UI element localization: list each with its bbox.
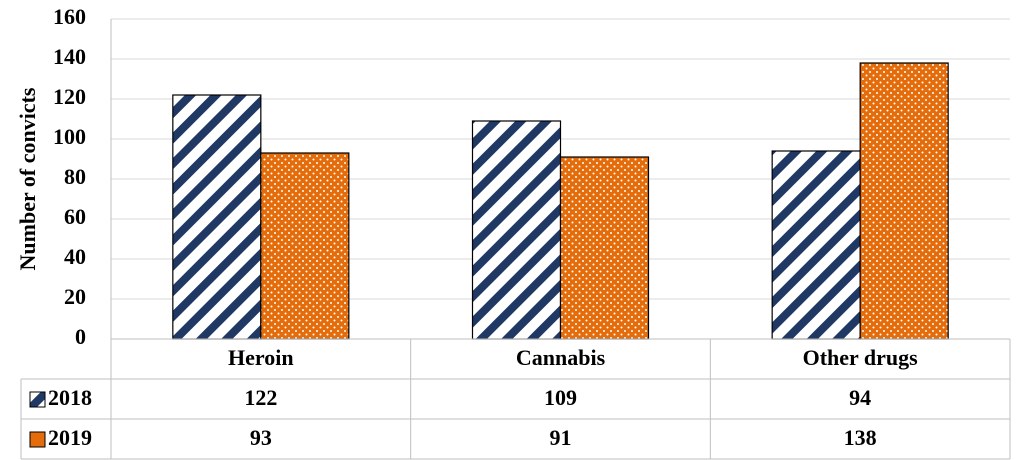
y-axis-label: Number of convicts (15, 87, 40, 270)
data-table-value: 109 (544, 385, 577, 410)
y-tick-label: 100 (53, 124, 86, 149)
bar-2018-cannabis (471, 120, 562, 340)
y-tick-label: 80 (64, 164, 86, 189)
legend-swatch-2018 (29, 391, 46, 408)
bar-2019-cannabis (559, 156, 650, 340)
bar-2019-other-drugs (859, 62, 949, 340)
y-tick-label: 60 (64, 204, 86, 229)
legend-series-label: 2019 (48, 425, 92, 450)
x-category-label: Heroin (228, 345, 294, 370)
legend-series-label: 2018 (48, 385, 92, 410)
data-table: Heroin Cannabis Other drugs 2018 122 109 94 201… (20, 338, 1011, 460)
y-tick-label: 40 (64, 244, 86, 269)
data-table-value: 93 (250, 425, 272, 450)
y-tick-label: 20 (64, 284, 86, 309)
y-axis-ticks: 0 20 40 60 80 100 120 140 160 (53, 4, 86, 349)
bar-2018-heroin (172, 94, 262, 340)
bars (172, 62, 949, 340)
y-tick-label: 0 (75, 324, 86, 349)
x-category-label: Cannabis (516, 345, 606, 370)
bar-2018-other-drugs (771, 150, 861, 340)
data-table-value: 91 (550, 425, 572, 450)
x-category-label: Other drugs (803, 345, 919, 370)
y-tick-label: 140 (53, 44, 86, 69)
data-table-value: 138 (844, 425, 877, 450)
y-tick-label: 160 (53, 4, 86, 29)
bar-2019-heroin (260, 152, 350, 340)
data-table-value: 122 (244, 385, 277, 410)
y-tick-label: 120 (53, 84, 86, 109)
legend-swatch-2019 (29, 431, 46, 448)
data-table-value: 94 (849, 385, 871, 410)
